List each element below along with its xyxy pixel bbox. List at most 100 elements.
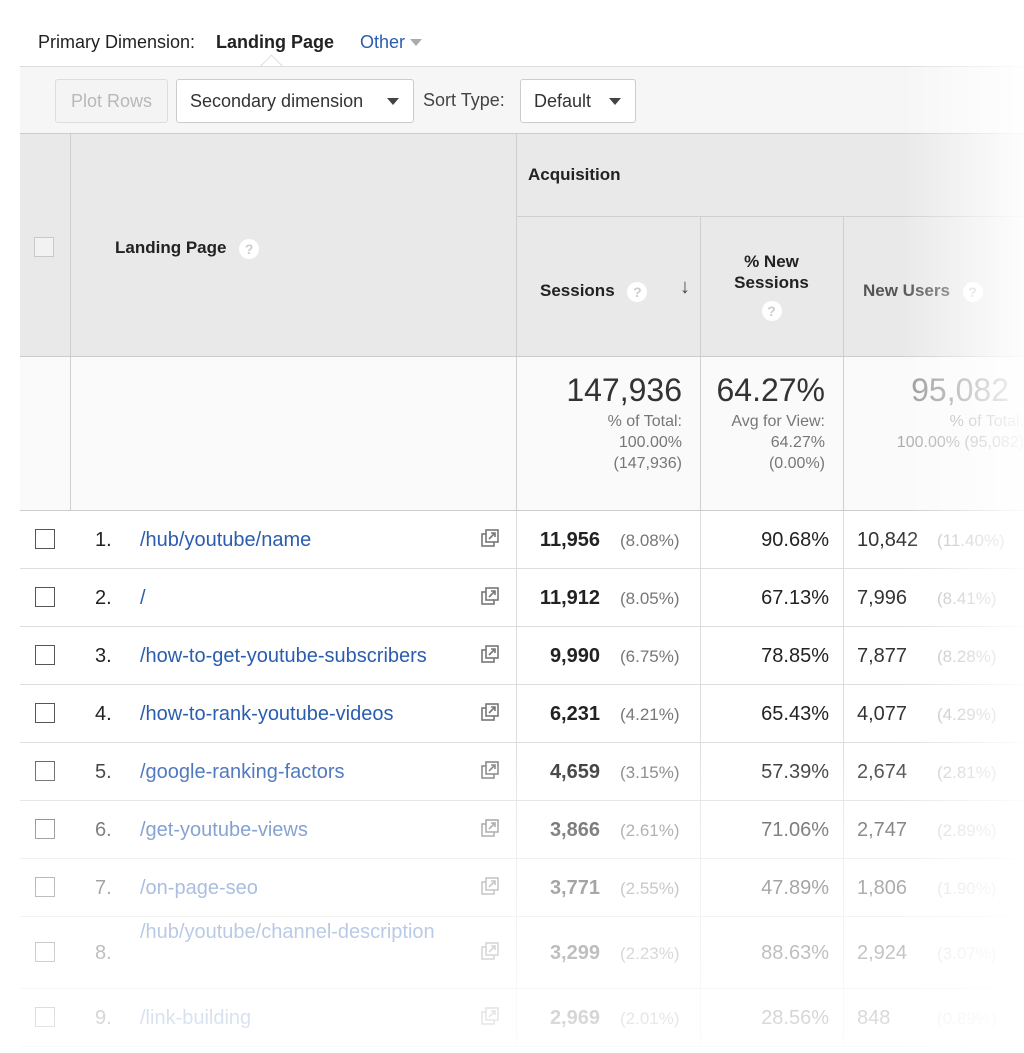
- new-users-percent: (2.89%): [937, 821, 997, 840]
- sessions-value: 4,659: [549, 761, 600, 783]
- new-sessions-value: 28.56%: [761, 1007, 829, 1029]
- table-row[interactable]: 4. /how-to-rank-youtube-videos 6,231 (4.21%…: [20, 685, 1024, 743]
- row-number: 7.: [95, 877, 112, 899]
- open-in-new-window-icon[interactable]: [481, 529, 499, 547]
- totals-row: 147,936 % of Total: 100.00% (147,936) 64…: [20, 357, 1024, 511]
- sort-arrow-down-icon[interactable]: ↓: [680, 276, 690, 298]
- row-number: 9.: [95, 1007, 112, 1029]
- col-divider: [700, 685, 701, 743]
- primary-dimension-other[interactable]: Other: [360, 32, 406, 52]
- sessions-value: 6,231: [549, 703, 600, 725]
- landing-page-link[interactable]: /how-to-rank-youtube-videos: [140, 703, 394, 725]
- new-users-header[interactable]: New Users ?: [863, 281, 983, 302]
- select-all-checkbox[interactable]: [34, 237, 54, 257]
- col-divider: [843, 569, 844, 627]
- open-in-new-window-icon[interactable]: [481, 587, 499, 605]
- landing-page-link[interactable]: /hub/youtube/name: [140, 529, 312, 551]
- col-divider: [70, 134, 71, 358]
- secondary-dimension-dropdown[interactable]: Secondary dimension: [176, 79, 414, 123]
- open-in-new-window-icon[interactable]: [481, 1007, 499, 1025]
- new-sessions-value: 57.39%: [761, 761, 829, 783]
- open-in-new-window-icon[interactable]: [481, 819, 499, 837]
- sessions-percent: (2.01%): [620, 1009, 680, 1028]
- row-number: 2.: [95, 587, 112, 609]
- primary-dimension-label: Primary Dimension:: [38, 32, 196, 52]
- landing-page-link[interactable]: /how-to-get-youtube-subscribers: [140, 645, 427, 667]
- sessions-percent: (6.75%): [620, 647, 680, 666]
- new-sessions-value: 65.43%: [761, 703, 829, 725]
- row-checkbox[interactable]: [35, 819, 55, 839]
- table-row[interactable]: 6. /get-youtube-views 3,866 (2.61%) 71.06% 2,…: [20, 801, 1024, 859]
- col-divider: [843, 685, 844, 743]
- secondary-dimension-label: Secondary dimension: [190, 91, 364, 111]
- row-checkbox[interactable]: [35, 587, 55, 607]
- open-in-new-window-icon[interactable]: [481, 645, 499, 663]
- landing-page-link[interactable]: /get-youtube-views: [140, 819, 308, 841]
- row-checkbox[interactable]: [35, 877, 55, 897]
- open-in-new-window-icon[interactable]: [481, 942, 499, 960]
- table-row[interactable]: 7. /on-page-seo 3,771 (2.55%) 47.89% 1,806 (1.…: [20, 859, 1024, 917]
- plot-rows-button[interactable]: Plot Rows: [55, 79, 168, 123]
- table-row[interactable]: 3. /how-to-get-youtube-subscribers 9,990 (6…: [20, 627, 1024, 685]
- sessions-value: 11,956: [539, 529, 600, 551]
- new-users-header-label: New Users: [863, 281, 950, 300]
- row-checkbox[interactable]: [35, 703, 55, 723]
- landing-page-link[interactable]: /on-page-seo: [140, 877, 258, 899]
- total-new-sessions-caption: Avg for View:: [731, 413, 825, 430]
- col-divider: [700, 217, 701, 358]
- col-divider: [516, 357, 517, 511]
- table-row[interactable]: 9. /link-building 2,969 (2.01%) 28.56% 848 (0.…: [20, 989, 1024, 1047]
- row-checkbox[interactable]: [35, 1007, 55, 1027]
- help-icon[interactable]: ?: [962, 281, 983, 302]
- new-users-percent: (2.81%): [937, 763, 997, 782]
- landing-page-link[interactable]: /hub/youtube/channel-description: [140, 921, 435, 943]
- table-row[interactable]: 5. /google-ranking-factors 4,659 (3.15%) 57.…: [20, 743, 1024, 801]
- landing-page-header-label: Landing Page: [115, 238, 227, 257]
- total-sessions-absolute: (147,936): [613, 455, 683, 472]
- new-users-value: 7,996: [857, 587, 908, 609]
- table-row[interactable]: 2. / 11,912 (8.05%) 67.13% 7,996 (8.41%): [20, 569, 1024, 627]
- row-checkbox[interactable]: [35, 645, 55, 665]
- landing-page-link[interactable]: /google-ranking-factors: [140, 761, 345, 783]
- col-divider: [516, 511, 517, 569]
- total-new-users-percent: 100.00% (95,082): [896, 434, 1024, 451]
- table-header: Landing Page ? Acquisition Sessions ? ↓ …: [20, 133, 1024, 358]
- new-users-percent: (0.89%): [937, 1009, 997, 1028]
- row-checkbox[interactable]: [35, 942, 55, 962]
- sessions-value: 2,969: [549, 1007, 600, 1029]
- open-in-new-window-icon[interactable]: [481, 761, 499, 779]
- col-divider: [843, 357, 844, 511]
- row-checkbox[interactable]: [35, 529, 55, 549]
- table-row[interactable]: 1. /hub/youtube/name 11,956 (8.08%) 90.68% 10…: [20, 511, 1024, 569]
- col-divider: [843, 859, 844, 917]
- new-users-value: 4,077: [857, 703, 908, 725]
- help-icon[interactable]: ?: [239, 238, 260, 259]
- sessions-value: 3,866: [549, 819, 600, 841]
- total-new-users-detail: % of Total: 100.00% (95,082): [843, 411, 1024, 453]
- total-sessions: 147,936: [566, 372, 682, 408]
- sessions-value: 3,771: [549, 877, 600, 899]
- row-checkbox[interactable]: [35, 761, 55, 781]
- landing-page-header[interactable]: Landing Page ?: [115, 238, 260, 259]
- landing-page-link[interactable]: /: [140, 587, 146, 609]
- help-icon[interactable]: ?: [761, 300, 782, 321]
- sessions-percent: (2.55%): [620, 879, 680, 898]
- sessions-header[interactable]: Sessions ?: [540, 281, 648, 302]
- table-row[interactable]: 8. /hub/youtube/channel-description 3,299 (…: [20, 917, 1024, 989]
- new-users-value: 2,924: [857, 942, 908, 964]
- help-icon[interactable]: ?: [627, 281, 648, 302]
- open-in-new-window-icon[interactable]: [481, 877, 499, 895]
- open-in-new-window-icon[interactable]: [481, 703, 499, 721]
- new-sessions-header[interactable]: % New Sessions ?: [700, 251, 843, 321]
- sessions-percent: (2.61%): [620, 821, 680, 840]
- new-sessions-header-line2: Sessions: [734, 273, 809, 292]
- chevron-down-icon: [387, 98, 399, 105]
- col-divider: [843, 511, 844, 569]
- row-number: 3.: [95, 645, 112, 667]
- landing-page-link[interactable]: /link-building: [140, 1007, 252, 1029]
- sort-type-dropdown[interactable]: Default: [520, 79, 636, 123]
- sessions-percent: (4.21%): [620, 705, 680, 724]
- primary-dimension-landing-page[interactable]: Landing Page: [216, 32, 335, 52]
- other-chevron-down-icon[interactable]: [410, 39, 422, 46]
- new-users-percent: (4.29%): [937, 705, 997, 724]
